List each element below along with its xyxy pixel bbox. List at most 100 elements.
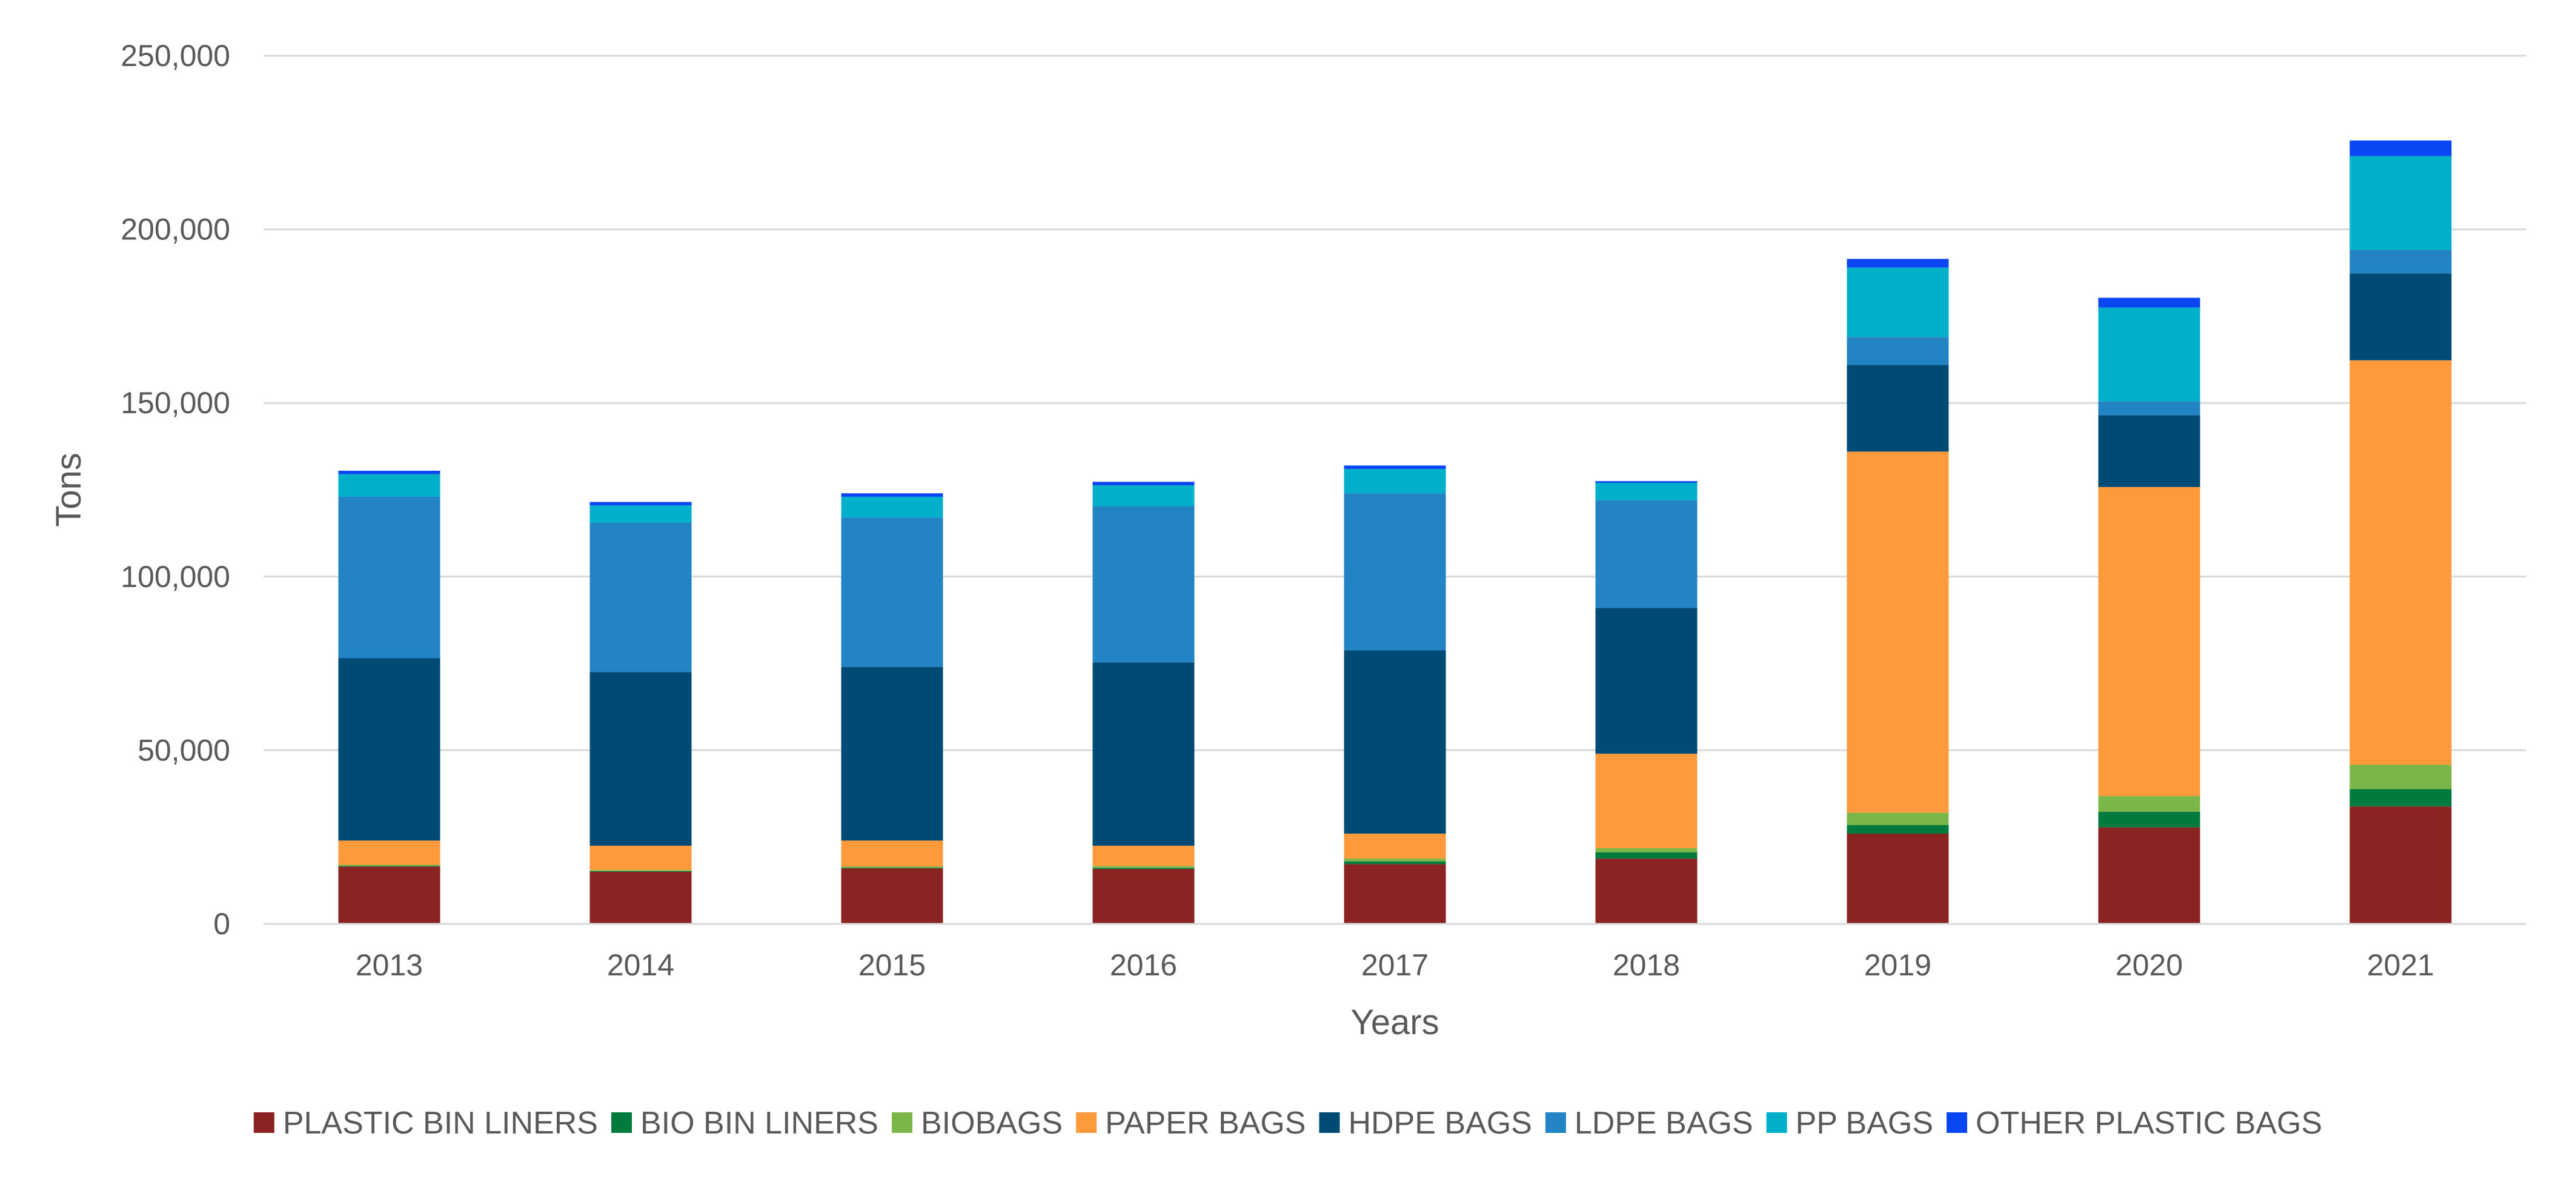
bar-segment-hdpe-bags-2015 (841, 666, 943, 841)
legend-item-biobags: BIOBAGS (891, 1106, 1063, 1141)
y-tick-label: 50,000 (138, 733, 230, 767)
bar-segment-pp-bags-2019 (1847, 267, 1949, 337)
bar-segment-biobags-2020 (2098, 796, 2200, 812)
legend-item-bio-bin-liners: BIO BIN LINERS (611, 1106, 878, 1141)
bar-segment-ldpe-bags-2020 (2098, 401, 2200, 416)
bar-segment-biobags-2016 (1092, 866, 1195, 868)
bar-segment-other-plastic-bags-2014 (589, 502, 692, 506)
bar-segment-hdpe-bags-2020 (2098, 415, 2200, 487)
bar-segment-pp-bags-2016 (1092, 485, 1195, 506)
bar-segment-biobags-2013 (338, 865, 440, 866)
y-tick-label: 0 (213, 907, 230, 941)
legend-label: PLASTIC BIN LINERS (283, 1106, 598, 1141)
bar-segment-plastic-bin-liners-2015 (841, 868, 943, 924)
bar-segment-plastic-bin-liners-2021 (2349, 806, 2452, 924)
y-axis-ticks: 0 50,000 100,000 150,000 200,000 250,000 (121, 39, 230, 941)
bar-stack-2018 (1595, 481, 1698, 924)
bar-segment-plastic-bin-liners-2017 (1344, 864, 1446, 924)
bar-segment-hdpe-bags-2021 (2349, 273, 2452, 360)
bar-segment-other-plastic-bags-2017 (1344, 465, 1446, 470)
bar-segment-plastic-bin-liners-2020 (2098, 827, 2200, 924)
bar-segment-ldpe-bags-2017 (1344, 493, 1446, 651)
bar-segment-hdpe-bags-2019 (1847, 365, 1949, 452)
legend-label: PP BAGS (1796, 1106, 1933, 1141)
bar-segment-biobags-2015 (841, 866, 943, 868)
bar-segment-hdpe-bags-2018 (1595, 608, 1698, 754)
bar-segment-other-plastic-bags-2016 (1092, 482, 1195, 486)
bar-segment-bio-bin-liners-2018 (1595, 852, 1698, 859)
legend-item-hdpe-bags: HDPE BAGS (1319, 1106, 1532, 1141)
bar-stack-2015 (841, 493, 943, 924)
bar-segment-hdpe-bags-2013 (338, 658, 440, 841)
legend-swatch (611, 1112, 632, 1133)
bar-segment-paper-bags-2020 (2098, 486, 2200, 797)
bar-segment-other-plastic-bags-2015 (841, 493, 943, 497)
bar-segment-pp-bags-2013 (338, 474, 440, 497)
x-tick-label-2015: 2015 (858, 948, 926, 982)
bar-segment-plastic-bin-liners-2019 (1847, 833, 1949, 924)
bar-segment-biobags-2018 (1595, 848, 1698, 852)
x-tick-label-2014: 2014 (607, 948, 674, 982)
bar-segment-other-plastic-bags-2018 (1595, 481, 1698, 483)
bar-segment-ldpe-bags-2013 (338, 496, 440, 659)
bars (338, 140, 2452, 924)
x-axis-title: Years (1350, 1003, 1439, 1042)
bar-segment-paper-bags-2017 (1344, 833, 1446, 859)
bar-segment-paper-bags-2016 (1092, 846, 1195, 866)
y-axis-title: Tons (49, 453, 88, 527)
bar-segment-paper-bags-2013 (338, 840, 440, 865)
legend-item-paper-bags: PAPER BAGS (1076, 1106, 1306, 1141)
x-axis-ticks: 2013 2014 2015 2016 2017 2018 2019 2020 2021 (356, 948, 2434, 982)
bar-segment-ldpe-bags-2021 (2349, 250, 2452, 274)
bar-stack-2019 (1847, 259, 1949, 924)
bar-segment-hdpe-bags-2017 (1344, 650, 1446, 834)
bar-segment-other-plastic-bags-2013 (338, 470, 440, 474)
legend-label: PAPER BAGS (1105, 1106, 1306, 1141)
bar-segment-other-plastic-bags-2021 (2349, 140, 2452, 156)
x-tick-label-2019: 2019 (1864, 948, 1931, 982)
bar-segment-ldpe-bags-2018 (1595, 500, 1698, 608)
bar-segment-hdpe-bags-2014 (589, 672, 692, 846)
legend-label: BIOBAGS (921, 1106, 1063, 1141)
bar-stack-2020 (2098, 297, 2200, 924)
legend-swatch (1319, 1112, 1340, 1133)
x-tick-label-2021: 2021 (2367, 948, 2434, 982)
bar-segment-pp-bags-2015 (841, 496, 943, 518)
bar-segment-bio-bin-liners-2020 (2098, 811, 2200, 828)
legend-swatch (253, 1112, 274, 1133)
legend-item-ldpe-bags: LDPE BAGS (1545, 1106, 1753, 1141)
bar-segment-pp-bags-2020 (2098, 307, 2200, 402)
x-tick-label-2016: 2016 (1110, 948, 1177, 982)
bar-segment-biobags-2014 (589, 870, 692, 871)
legend-item-other-plastic-bags: OTHER PLASTIC BAGS (1947, 1106, 2322, 1141)
bar-segment-pp-bags-2017 (1344, 469, 1446, 494)
bar-segment-plastic-bin-liners-2016 (1092, 869, 1195, 924)
legend-label: BIO BIN LINERS (640, 1106, 878, 1141)
bar-stack-2013 (338, 470, 440, 924)
y-tick-label: 150,000 (121, 386, 230, 420)
bar-segment-ldpe-bags-2014 (589, 522, 692, 672)
bar-segment-pp-bags-2018 (1595, 483, 1698, 500)
bar-segment-other-plastic-bags-2020 (2098, 297, 2200, 308)
x-tick-label-2013: 2013 (356, 948, 423, 982)
legend: PLASTIC BIN LINERS BIO BIN LINERS BIOBAGS P… (253, 1106, 2322, 1141)
bar-segment-biobags-2019 (1847, 812, 1949, 825)
bar-segment-pp-bags-2014 (589, 505, 692, 523)
legend-label: LDPE BAGS (1575, 1106, 1753, 1141)
bar-segment-plastic-bin-liners-2013 (338, 866, 440, 924)
bar-segment-paper-bags-2021 (2349, 360, 2452, 765)
legend-swatch (891, 1112, 912, 1133)
legend-swatch (1545, 1112, 1566, 1133)
legend-swatch (1947, 1112, 1968, 1133)
bar-segment-paper-bags-2015 (841, 840, 943, 867)
bar-stack-2021 (2349, 140, 2452, 924)
legend-swatch (1076, 1112, 1097, 1133)
legend-item-pp-bags: PP BAGS (1766, 1106, 1933, 1141)
bar-stack-2016 (1092, 482, 1195, 924)
bar-segment-bio-bin-liners-2019 (1847, 825, 1949, 834)
x-tick-label-2020: 2020 (2116, 948, 2183, 982)
x-tick-label-2017: 2017 (1361, 948, 1429, 982)
legend-label: OTHER PLASTIC BAGS (1976, 1106, 2322, 1141)
